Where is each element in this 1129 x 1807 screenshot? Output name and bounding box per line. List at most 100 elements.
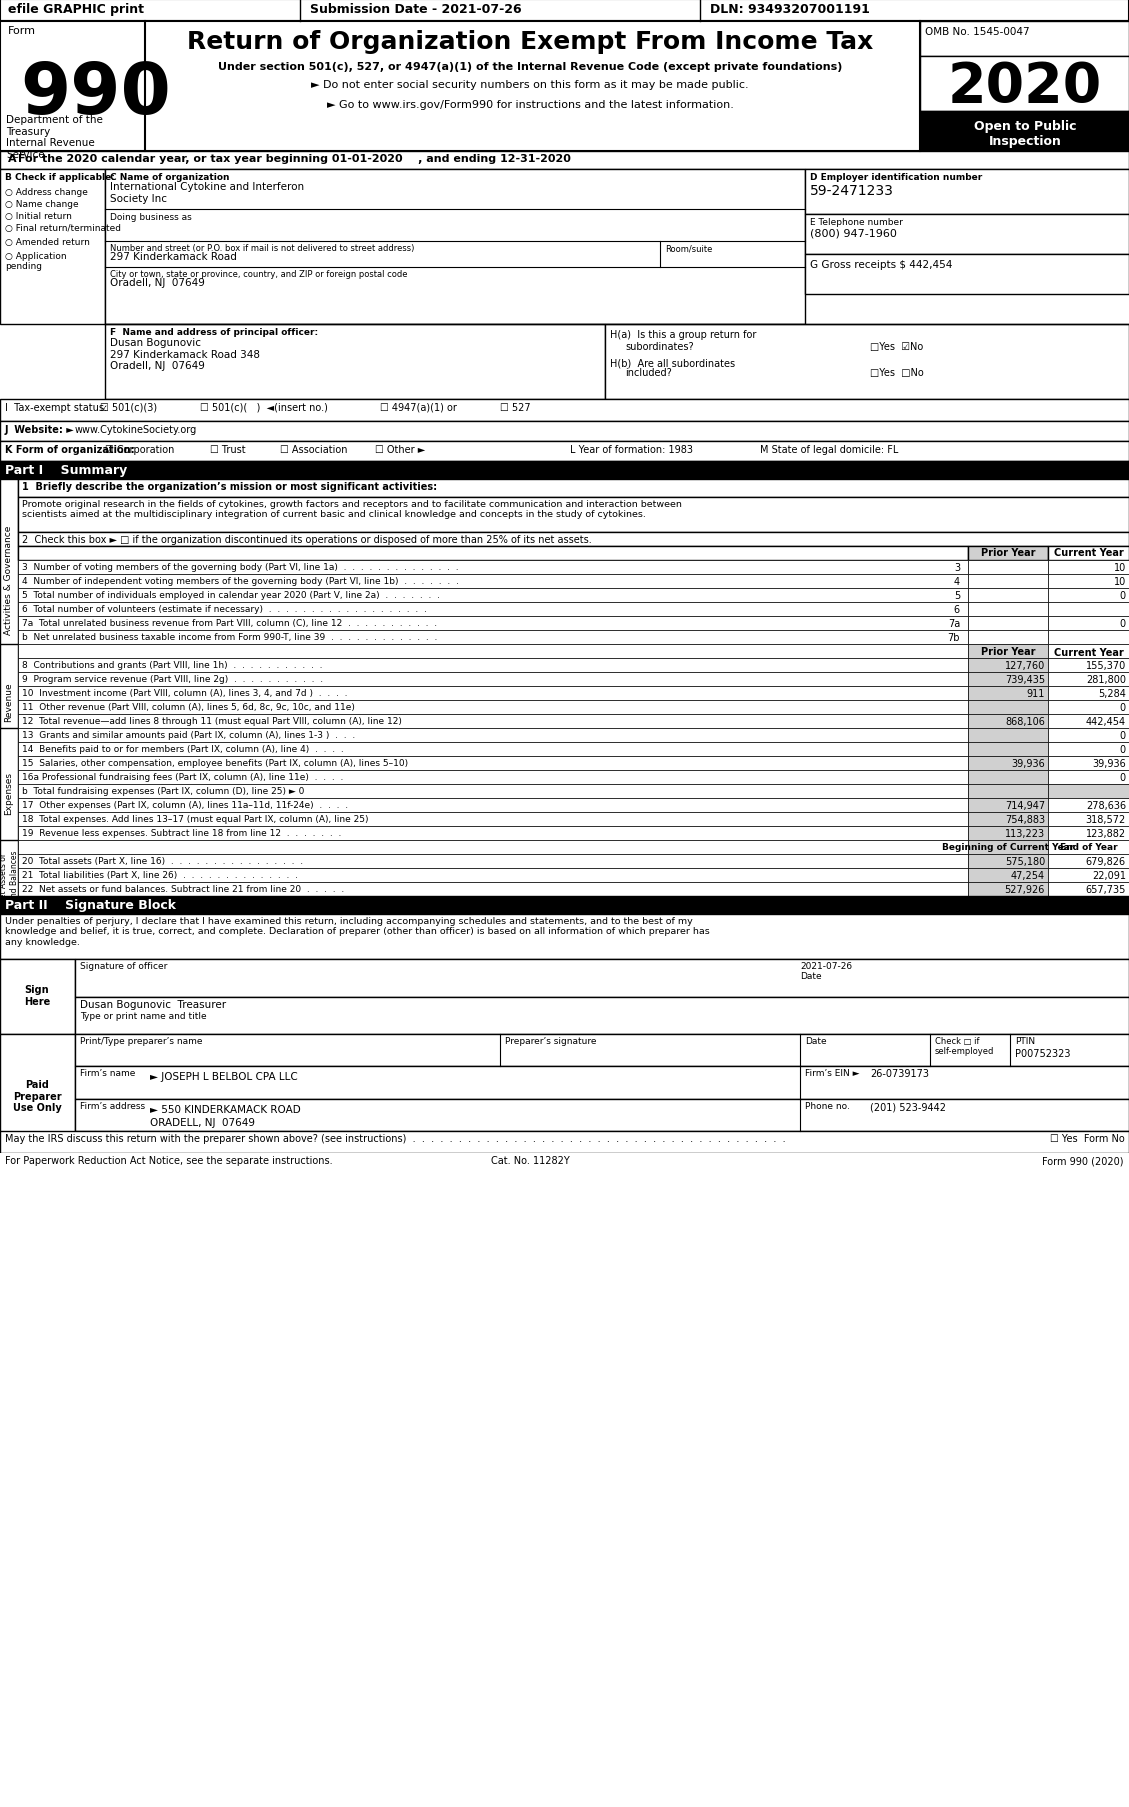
Bar	[18, 826, 968, 840]
Bar	[1048, 855, 1129, 869]
Text: 281,800: 281,800	[1086, 674, 1126, 685]
Text: 18  Total expenses. Add lines 13–17 (must equal Part IX, column (A), line 25): 18 Total expenses. Add lines 13–17 (must…	[21, 815, 368, 824]
Bar	[968, 645, 1048, 658]
Text: 59-2471233: 59-2471233	[809, 184, 894, 199]
Text: 113,223: 113,223	[1005, 829, 1045, 838]
Text: Room/suite: Room/suite	[665, 244, 712, 253]
Bar	[0, 896, 1129, 914]
Text: 26-0739173: 26-0739173	[870, 1068, 929, 1079]
Bar	[1048, 658, 1129, 672]
Bar	[1048, 604, 1129, 616]
Text: Part I    Summary: Part I Summary	[5, 464, 128, 477]
Bar	[0, 399, 1129, 421]
Text: ORADELL, NJ  07649: ORADELL, NJ 07649	[150, 1117, 255, 1128]
Text: 14  Benefits paid to or for members (Part IX, column (A), line 4)  .  .  .  .: 14 Benefits paid to or for members (Part…	[21, 744, 343, 754]
Text: 19  Revenue less expenses. Subtract line 18 from line 12  .  .  .  .  .  .  .: 19 Revenue less expenses. Subtract line …	[21, 829, 341, 837]
Bar	[968, 714, 1048, 728]
Text: ☐ Association: ☐ Association	[280, 445, 348, 455]
Text: Type or print name and title: Type or print name and title	[80, 1012, 207, 1021]
Text: 911: 911	[1026, 688, 1045, 699]
Text: 739,435: 739,435	[1005, 674, 1045, 685]
Bar	[18, 616, 968, 631]
Text: For the 2020 calendar year, or tax year beginning 01-01-2020    , and ending 12-: For the 2020 calendar year, or tax year …	[18, 154, 571, 164]
Bar	[968, 604, 1048, 616]
Bar	[18, 743, 968, 757]
Bar	[920, 22, 1129, 58]
Bar	[968, 575, 1048, 589]
Text: 990: 990	[20, 60, 170, 128]
Text: 22  Net assets or fund balances. Subtract line 21 from line 20  .  .  .  .  .: 22 Net assets or fund balances. Subtract…	[21, 884, 344, 893]
Bar	[1048, 770, 1129, 784]
Text: ► Go to www.irs.gov/Form990 for instructions and the latest information.: ► Go to www.irs.gov/Form990 for instruct…	[326, 99, 734, 110]
Text: D Employer identification number: D Employer identification number	[809, 173, 982, 183]
Bar	[968, 560, 1048, 575]
Bar	[1048, 869, 1129, 882]
Text: 0: 0	[1120, 618, 1126, 629]
Text: 868,106: 868,106	[1005, 717, 1045, 726]
Text: ☐ 501(c)(   )  ◄(insert no.): ☐ 501(c)( ) ◄(insert no.)	[200, 403, 327, 412]
Bar	[1048, 548, 1129, 560]
Text: Expenses: Expenses	[5, 772, 14, 815]
Bar	[0, 152, 1129, 170]
Bar	[18, 687, 968, 701]
Text: 21  Total liabilities (Part X, line 26)  .  .  .  .  .  .  .  .  .  .  .  .  .  : 21 Total liabilities (Part X, line 26) .…	[21, 871, 298, 880]
Bar	[968, 855, 1048, 869]
Text: subordinates?: subordinates?	[625, 342, 693, 352]
Text: 4  Number of independent voting members of the governing body (Part VI, line 1b): 4 Number of independent voting members o…	[21, 576, 458, 585]
Text: Phone no.: Phone no.	[805, 1102, 850, 1109]
Text: 5,284: 5,284	[1099, 688, 1126, 699]
Bar	[920, 112, 1129, 152]
Bar	[0, 645, 18, 759]
Text: P00752323: P00752323	[1015, 1048, 1070, 1059]
Bar	[805, 170, 1129, 215]
Text: Paid
Preparer
Use Only: Paid Preparer Use Only	[12, 1079, 61, 1113]
Bar	[1048, 575, 1129, 589]
Bar	[1048, 714, 1129, 728]
Text: included?: included?	[625, 369, 672, 378]
Text: Prior Year: Prior Year	[981, 548, 1035, 558]
Text: Revenue: Revenue	[5, 681, 14, 721]
Text: Part II    Signature Block: Part II Signature Block	[5, 898, 176, 911]
Text: 20  Total assets (Part X, line 16)  .  .  .  .  .  .  .  .  .  .  .  .  .  .  . : 20 Total assets (Part X, line 16) . . . …	[21, 857, 303, 866]
Bar	[0, 441, 1129, 463]
Bar	[0, 1131, 1129, 1153]
Text: Dusan Bogunovic  Treasurer: Dusan Bogunovic Treasurer	[80, 999, 226, 1010]
Bar	[1048, 560, 1129, 575]
Bar	[18, 701, 968, 714]
Text: A: A	[8, 154, 17, 164]
Text: 12  Total revenue—add lines 8 through 11 (must equal Part VIII, column (A), line: 12 Total revenue—add lines 8 through 11 …	[21, 717, 402, 726]
Text: ► 550 KINDERKAMACK ROAD: ► 550 KINDERKAMACK ROAD	[150, 1104, 300, 1115]
Text: 714,947: 714,947	[1005, 801, 1045, 811]
Text: (201) 523-9442: (201) 523-9442	[870, 1102, 946, 1111]
Text: ☐ 527: ☐ 527	[500, 403, 531, 412]
Text: Current Year: Current Year	[1054, 548, 1123, 558]
Bar	[18, 575, 968, 589]
Text: 0: 0	[1120, 591, 1126, 600]
Bar	[1048, 799, 1129, 813]
Text: Submission Date - 2021-07-26: Submission Date - 2021-07-26	[310, 4, 522, 16]
Bar	[1048, 589, 1129, 604]
Bar	[18, 672, 968, 687]
Bar	[968, 548, 1048, 560]
Text: Open to Public
Inspection: Open to Public Inspection	[973, 119, 1076, 148]
Bar	[968, 869, 1048, 882]
Bar	[0, 0, 1129, 22]
Text: 6  Total number of volunteers (estimate if necessary)  .  .  .  .  .  .  .  .  .: 6 Total number of volunteers (estimate i…	[21, 605, 427, 614]
Text: H(b)  Are all subordinates: H(b) Are all subordinates	[610, 358, 735, 369]
Text: 22,091: 22,091	[1092, 871, 1126, 880]
Text: 39,936: 39,936	[1092, 759, 1126, 768]
Bar	[1048, 840, 1129, 855]
Bar	[0, 914, 1129, 960]
Text: 0: 0	[1120, 773, 1126, 782]
Text: City or town, state or province, country, and ZIP or foreign postal code: City or town, state or province, country…	[110, 269, 408, 278]
Text: End of Year: End of Year	[1060, 842, 1118, 851]
Text: Number and street (or P.O. box if mail is not delivered to street address): Number and street (or P.O. box if mail i…	[110, 244, 414, 253]
Bar	[968, 882, 1048, 896]
Text: Beginning of Current Year: Beginning of Current Year	[942, 842, 1074, 851]
Text: OMB No. 1545-0047: OMB No. 1545-0047	[925, 27, 1030, 36]
Text: Under section 501(c), 527, or 4947(a)(1) of the Internal Revenue Code (except pr: Under section 501(c), 527, or 4947(a)(1)…	[218, 61, 842, 72]
Bar	[18, 548, 968, 560]
Bar	[968, 813, 1048, 826]
Text: H(a)  Is this a group return for: H(a) Is this a group return for	[610, 331, 756, 340]
Text: ☑ Corporation: ☑ Corporation	[105, 445, 174, 455]
